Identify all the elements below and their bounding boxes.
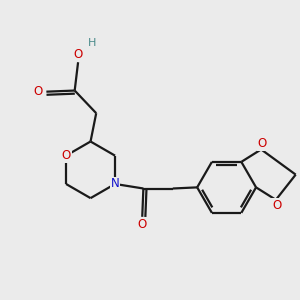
Text: O: O: [272, 199, 282, 212]
Text: N: N: [111, 178, 119, 190]
Text: O: O: [258, 137, 267, 150]
Text: O: O: [138, 218, 147, 231]
Text: O: O: [74, 48, 83, 61]
Text: O: O: [61, 149, 71, 162]
Text: H: H: [88, 38, 96, 48]
Text: O: O: [34, 85, 43, 98]
